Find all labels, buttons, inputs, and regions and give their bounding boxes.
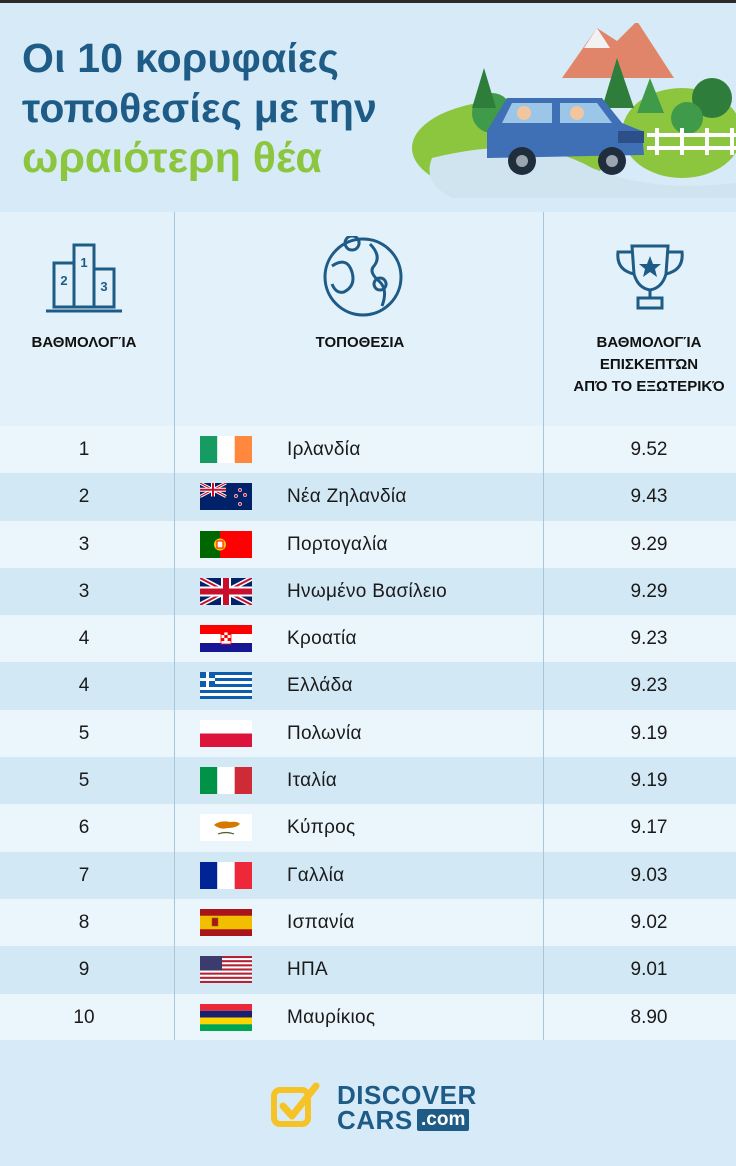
score-cell: 9.29 — [630, 580, 668, 602]
table-row: 1 Ιρλανδία 9.52 — [0, 426, 736, 474]
country-cell: Ιταλία — [287, 770, 338, 792]
italy-flag-icon — [200, 767, 252, 795]
title-line-2: τοποθεσίες με την — [22, 85, 378, 131]
score-cell: 9.29 — [630, 533, 668, 555]
country-cell: Ιρλανδία — [287, 439, 361, 460]
checkbox-logo-icon — [271, 1082, 320, 1127]
podium-icon: 2 1 3 — [46, 243, 122, 313]
country-cell: Μαυρίκιος — [287, 1006, 376, 1028]
table-row: 9 ΗΠΑ 9.01 — [0, 946, 736, 994]
rank-cell: 3 — [78, 533, 90, 555]
score-cell: 8.90 — [630, 1006, 668, 1028]
column-divider — [174, 212, 175, 1040]
score-header-line-1: ΒΑΘΜΟΛΟΓΊΑ — [596, 334, 702, 351]
rank-cell: 5 — [78, 770, 90, 792]
svg-text:2: 2 — [60, 273, 67, 288]
table-row: 4 Ελλάδα 9.23 — [0, 662, 736, 710]
rank-cell: 8 — [78, 911, 90, 933]
rank-cell: 3 — [78, 580, 90, 602]
score-cell: 9.23 — [630, 628, 668, 650]
ireland-flag-icon — [200, 436, 252, 463]
country-cell: Ελλάδα — [287, 675, 353, 697]
table-row: 8 Ισπανία 9.02 — [0, 898, 736, 947]
logo-text-discover: DISCOVER — [337, 1080, 477, 1110]
score-cell: 9.02 — [630, 911, 668, 933]
footer — [0, 1040, 736, 1166]
rank-cell: 1 — [78, 439, 90, 460]
poland-flag-icon — [200, 719, 252, 747]
table-row: 2 Νέα Ζηλανδία 9.43 — [0, 473, 736, 521]
location-column-header: ΤΟΠΟΘΕΣΙΑ — [315, 334, 405, 351]
logo-text-cars: CARS — [337, 1105, 413, 1135]
score-cell: 9.19 — [630, 722, 668, 744]
cyprus-flag-icon — [200, 814, 252, 842]
score-cell: 9.23 — [630, 675, 668, 697]
rank-column-header: ΒΑΘΜΟΛΟΓΊΑ — [31, 334, 137, 351]
united-kingdom-flag-icon — [200, 577, 252, 605]
table-row: 5 Ιταλία 9.19 — [0, 757, 736, 805]
country-cell: Ισπανία — [287, 911, 355, 933]
score-header-line-2: ΕΠΙΣΚΕΠΤΏΝ — [599, 356, 699, 373]
score-cell: 9.17 — [630, 817, 668, 839]
header: Οι 10 κορυφαίες τοποθεσίες με την ωραιότ… — [0, 3, 736, 212]
ranking-table: 1 Ιρλανδία 9.52 2 Νέα Ζηλανδία 9.43 3 Πο… — [0, 426, 736, 1041]
country-cell: Γαλλία — [287, 864, 345, 886]
country-cell: Κύπρος — [287, 817, 356, 839]
top-border — [0, 0, 736, 3]
rank-cell: 6 — [78, 817, 90, 839]
rank-cell: 2 — [78, 486, 90, 508]
table-row: 6 Κύπρος 9.17 — [0, 804, 736, 852]
table-header: 2 1 3 ΒΑΘΜΟΛΟΓΊΑ ΤΟΠΟΘΕΣΙΑ ΒΑΘΜΟΛΟΓΊΑ ΕΠ… — [0, 212, 736, 426]
score-cell: 9.43 — [630, 486, 668, 508]
title-line-1: Οι 10 κορυφαίες — [22, 35, 340, 81]
new-zealand-flag-icon — [200, 483, 252, 511]
page-title: Οι 10 κορυφαίες τοποθεσίες με την ωραιότ… — [22, 33, 377, 183]
svg-text:1: 1 — [80, 255, 87, 270]
table-row: 7 Γαλλία 9.03 — [0, 851, 736, 899]
rank-cell: 9 — [78, 959, 90, 981]
country-cell: Πολωνία — [287, 722, 362, 744]
column-divider — [543, 212, 544, 1040]
usa-flag-icon — [200, 956, 252, 984]
score-cell: 9.19 — [630, 770, 668, 792]
country-cell: Ηνωμένο Βασίλειο — [287, 580, 447, 602]
score-column-header: ΒΑΘΜΟΛΟΓΊΑ ΕΠΙΣΚΕΠΤΏΝ ΑΠΌ ΤΟ ΕΞΩΤΕΡΙΚΌ — [545, 332, 736, 398]
score-header-line-3: ΑΠΌ ΤΟ ΕΞΩΤΕΡΙΚΌ — [573, 378, 725, 395]
title-line-3: ωραιότερη θέα — [22, 134, 322, 182]
table-row: 3 Ηνωμένο Βασίλειο 9.29 — [0, 567, 736, 616]
rank-cell: 4 — [78, 628, 90, 650]
score-cell: 9.52 — [630, 439, 668, 460]
country-cell: Κροατία — [287, 628, 357, 650]
car-road-trip-illustration — [412, 23, 736, 198]
table-row: 5 Πολωνία 9.19 — [0, 709, 736, 758]
rank-cell: 10 — [73, 1006, 95, 1028]
score-cell: 9.01 — [630, 959, 668, 981]
trophy-icon — [616, 244, 684, 310]
table-row: 4 Κροατία 9.23 — [0, 615, 736, 663]
france-flag-icon — [200, 861, 252, 889]
discover-cars-logo[interactable]: DISCOVER CARS .com — [270, 1080, 480, 1135]
score-cell: 9.03 — [630, 864, 668, 886]
country-cell: Νέα Ζηλανδία — [287, 486, 407, 508]
portugal-flag-icon — [200, 530, 252, 558]
greece-flag-icon — [200, 672, 252, 700]
country-cell: Πορτογαλία — [287, 533, 388, 555]
table-row: 3 Πορτογαλία 9.29 — [0, 520, 736, 568]
country-cell: ΗΠΑ — [287, 959, 329, 981]
globe-icon — [323, 236, 403, 317]
logo-text-com: .com — [417, 1109, 470, 1131]
rank-cell: 5 — [78, 722, 90, 744]
table-row: 10 Μαυρίκιος 8.90 — [0, 993, 736, 1041]
rank-cell: 7 — [78, 864, 90, 886]
rank-cell: 4 — [78, 675, 90, 697]
mauritius-flag-icon — [200, 1003, 252, 1031]
croatia-flag-icon — [200, 625, 252, 653]
svg-text:3: 3 — [100, 279, 107, 294]
spain-flag-icon — [200, 908, 252, 936]
